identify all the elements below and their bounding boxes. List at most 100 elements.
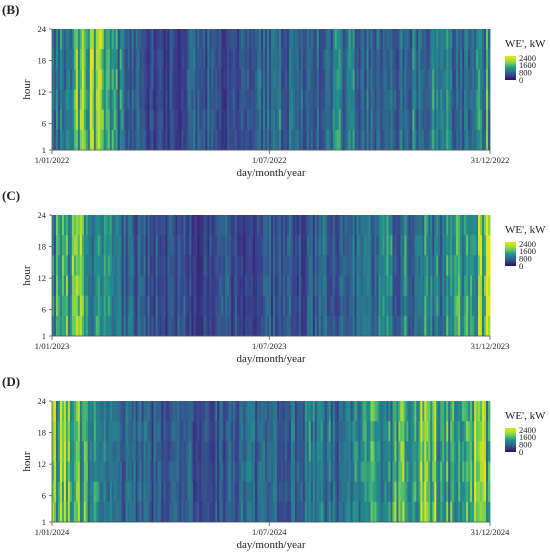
heatmap-cell — [135, 501, 139, 523]
heatmap-cell — [159, 129, 162, 151]
heatmap-cell — [396, 109, 399, 131]
heatmap-cell — [267, 441, 270, 462]
heatmap-cell — [145, 295, 148, 317]
heatmap-cell — [187, 69, 190, 90]
heatmap-cell — [348, 481, 352, 503]
heatmap-cell — [352, 295, 356, 317]
heatmap-cell — [217, 401, 220, 422]
heatmap-cell — [428, 295, 431, 317]
heatmap-cell — [420, 501, 423, 523]
heatmap-cell — [95, 441, 99, 462]
heatmap-cell — [438, 49, 441, 70]
heatmap-cell — [378, 315, 381, 337]
heatmap-cell — [203, 89, 206, 111]
heatmap-cell — [332, 129, 336, 151]
heatmap-cell — [185, 89, 188, 111]
heatmap-cell — [326, 29, 330, 50]
heatmap-cell — [304, 129, 308, 151]
heatmap-cell — [93, 69, 97, 90]
heatmap-cell — [302, 315, 306, 337]
heatmap-cell — [65, 295, 69, 317]
heatmap-cell — [215, 255, 218, 276]
heatmap-cell — [81, 215, 85, 236]
heatmap-cell — [63, 421, 67, 442]
heatmap-cell — [308, 129, 312, 151]
heatmap-cell — [432, 235, 435, 256]
heatmap-cell — [386, 29, 389, 50]
heatmap-cell — [235, 275, 238, 297]
heatmap-cell — [372, 441, 375, 462]
heatmap-cell — [75, 275, 79, 297]
heatmap-cell — [233, 29, 236, 50]
heatmap-cell — [384, 89, 387, 111]
heatmap-cell — [125, 255, 129, 276]
heatmap-cell — [284, 295, 288, 317]
heatmap-cell — [61, 215, 65, 236]
heatmap-cell — [131, 49, 135, 70]
heatmap-cell — [292, 275, 296, 297]
heatmap-cell — [418, 129, 421, 151]
heatmap-cell — [304, 441, 308, 462]
heatmap-cell — [99, 69, 103, 90]
heatmap-cell — [336, 49, 340, 70]
heatmap-cell — [163, 401, 166, 422]
heatmap-cell — [239, 69, 242, 90]
heatmap-cell — [282, 129, 286, 151]
heatmap-cell — [486, 235, 489, 256]
heatmap-cell — [129, 235, 133, 256]
heatmap-cell — [402, 315, 405, 337]
heatmap-cell — [247, 421, 250, 442]
heatmap-cell — [380, 49, 383, 70]
heatmap-cell — [406, 421, 409, 442]
heatmap-cell — [77, 315, 81, 337]
heatmap-cell — [57, 441, 61, 462]
heatmap-cell — [61, 315, 65, 337]
heatmap-cell — [456, 215, 459, 236]
heatmap-cell — [396, 275, 399, 297]
heatmap-cell — [151, 89, 154, 111]
heatmap-cell — [255, 215, 258, 236]
heatmap-cell — [263, 109, 266, 131]
heatmap-cell — [404, 109, 407, 131]
heatmap-cell — [165, 421, 168, 442]
heatmap-cell — [255, 255, 258, 276]
heatmap-cell — [159, 29, 162, 50]
heatmap-cell — [229, 29, 232, 50]
heatmap-cell — [83, 129, 87, 151]
heatmap-cell — [235, 29, 238, 50]
heatmap-cell — [392, 275, 395, 297]
heatmap-cell — [227, 29, 230, 50]
heatmap-cell — [121, 29, 125, 50]
heatmap-cell — [233, 315, 236, 337]
heatmap-cell — [450, 49, 453, 70]
heatmap-cell — [400, 49, 403, 70]
heatmap-cell — [272, 129, 276, 151]
heatmap-cell — [294, 461, 298, 483]
heatmap-cell — [125, 129, 129, 151]
heatmap-cell — [308, 421, 312, 442]
heatmap-cell — [137, 501, 140, 523]
heatmap-cell — [296, 315, 300, 337]
heatmap-cell — [434, 69, 437, 90]
heatmap-cell — [396, 315, 399, 337]
heatmap-cell — [356, 235, 359, 256]
heatmap-cell — [420, 235, 423, 256]
heatmap-cell — [85, 29, 89, 50]
heatmap-cell — [466, 421, 469, 442]
heatmap-cell — [163, 89, 166, 111]
heatmap-cell — [259, 295, 262, 317]
heatmap-cell — [294, 69, 298, 90]
legend-tick-label: 0 — [519, 447, 523, 457]
heatmap-cell — [470, 421, 473, 442]
heatmap-cell — [316, 89, 320, 111]
heatmap-cell — [201, 401, 204, 422]
heatmap-cell — [308, 461, 312, 483]
heatmap-cell — [302, 69, 306, 90]
heatmap-cell — [312, 109, 316, 131]
heatmap-cell — [267, 295, 270, 317]
heatmap-cell — [241, 215, 244, 236]
heatmap-cell — [408, 461, 411, 483]
heatmap-cell — [169, 255, 172, 276]
heatmap-cell — [334, 401, 338, 422]
heatmap-cell — [428, 481, 431, 503]
